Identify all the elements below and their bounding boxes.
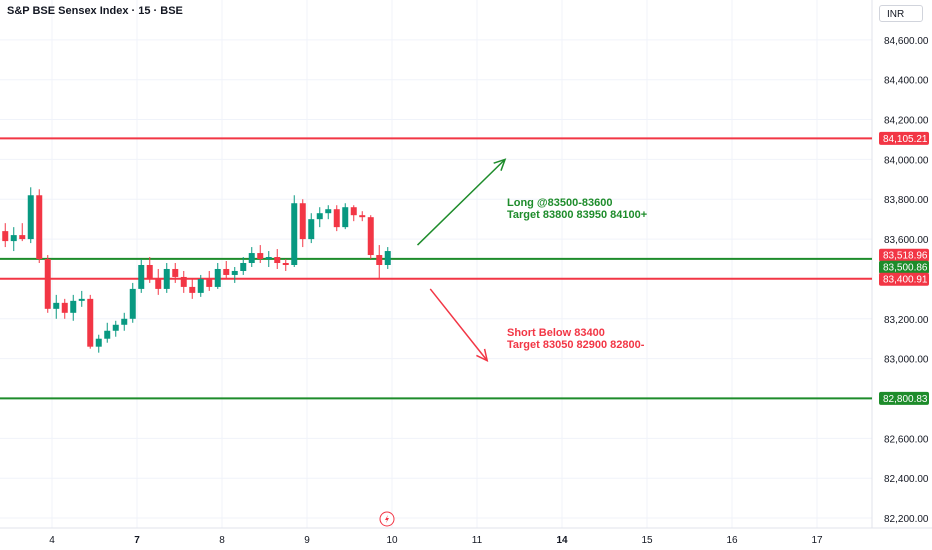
candle-body [384, 251, 391, 265]
candle-body [189, 286, 196, 293]
x-tick-label: 11 [472, 535, 483, 546]
grid-lines [0, 0, 872, 528]
candle-body [325, 209, 332, 214]
candle-body [265, 257, 272, 260]
candle-body [121, 318, 128, 325]
candle-body [333, 209, 340, 228]
candle-body [180, 276, 187, 287]
candle-body [19, 235, 26, 240]
x-tick-label: 17 [811, 535, 823, 546]
long-annotation-line1[interactable]: Long @83500-83600 [507, 197, 613, 209]
x-tick-label: 8 [219, 535, 225, 546]
candle-body [299, 203, 306, 240]
candle-body [240, 263, 247, 271]
candle-body [316, 213, 323, 220]
candle-body [36, 195, 43, 260]
x-tick-label: 4 [49, 535, 55, 546]
long-annotation-line2[interactable]: Target 83800 83950 84100+ [507, 209, 647, 221]
y-tick-label: 83,600.00 [884, 235, 929, 246]
y-tick-label: 83,200.00 [884, 315, 929, 326]
y-tick-label: 82,400.00 [884, 474, 929, 485]
candle-body [308, 219, 315, 240]
candle-body [27, 195, 34, 240]
y-tick-label: 82,200.00 [884, 514, 929, 525]
y-tick-label: 84,000.00 [884, 155, 929, 166]
y-tick-label: 84,400.00 [884, 76, 929, 87]
candle-body [129, 288, 136, 319]
candle-body [282, 263, 289, 265]
candle-body [95, 338, 102, 347]
x-tick-label: 16 [726, 535, 738, 546]
level-label-box [879, 260, 929, 274]
trade-arrows [416, 158, 507, 362]
short-annotation-line2[interactable]: Target 83050 82900 82800- [507, 339, 645, 351]
candle-body [350, 207, 357, 216]
candle-body [291, 203, 298, 265]
x-tick-label: 7 [134, 535, 140, 546]
y-tick-label: 84,200.00 [884, 116, 929, 127]
candle-body [163, 268, 170, 289]
x-tick-label: 15 [641, 535, 653, 546]
candle-body [138, 264, 145, 289]
candle-body [342, 207, 349, 228]
candle-body [44, 259, 51, 309]
candle-body [70, 300, 77, 313]
arrow-head [476, 348, 489, 362]
level-label-box [879, 131, 929, 145]
level-label: 84,105.21 [883, 134, 928, 145]
candle-body [53, 302, 60, 309]
candle-body [376, 255, 383, 265]
horizontal-levels [0, 137, 872, 400]
y-tick-label: 84,600.00 [884, 36, 929, 47]
time-axis[interactable]: 4 7 8 9 10 11 14 15 16 17 [49, 535, 823, 546]
level-label-box [879, 391, 929, 405]
y-tick-label: 83,000.00 [884, 355, 929, 366]
x-tick-label: 9 [304, 535, 310, 546]
x-tick-label: 10 [386, 535, 398, 546]
symbol-title: S&P BSE Sensex Index · 15 · BSE [7, 5, 183, 17]
candle-body [197, 278, 204, 293]
candle-body [223, 268, 230, 275]
arrow-shaft [416, 158, 506, 246]
y-tick-label: 82,600.00 [884, 434, 929, 445]
candle-body [2, 231, 9, 242]
candle-body [231, 270, 238, 275]
arrow-head [493, 158, 507, 171]
candle-body [274, 257, 281, 264]
x-tick-label: 14 [556, 535, 568, 546]
level-label-box [879, 248, 929, 262]
candle-body [61, 302, 68, 313]
candle-body [104, 330, 111, 339]
candle-body [172, 268, 179, 277]
level-label-box [879, 272, 929, 286]
candle-body [146, 264, 153, 279]
candle-body [257, 253, 264, 260]
candle-body [359, 215, 366, 218]
candle-body [248, 253, 255, 264]
short-annotation-line1[interactable]: Short Below 83400 [507, 327, 605, 339]
lightning-icon[interactable] [379, 511, 395, 527]
candle-body [78, 298, 85, 301]
level-label: 82,800.83 [883, 394, 928, 405]
level-label: 83,500.86 [883, 263, 928, 274]
y-tick-label: 83,800.00 [884, 195, 929, 206]
candle-body [367, 217, 374, 256]
candle-body [112, 324, 119, 331]
candle-body [10, 235, 17, 242]
candle-body [206, 278, 213, 287]
candle-body [214, 268, 221, 287]
candle-body [155, 278, 162, 289]
level-label: 83,518.96 [883, 251, 928, 262]
arrow-shaft [429, 288, 488, 362]
candlesticks [2, 187, 391, 353]
level-label: 83,400.91 [883, 275, 928, 286]
currency-button[interactable]: INR [879, 5, 923, 22]
candle-body [87, 298, 94, 347]
